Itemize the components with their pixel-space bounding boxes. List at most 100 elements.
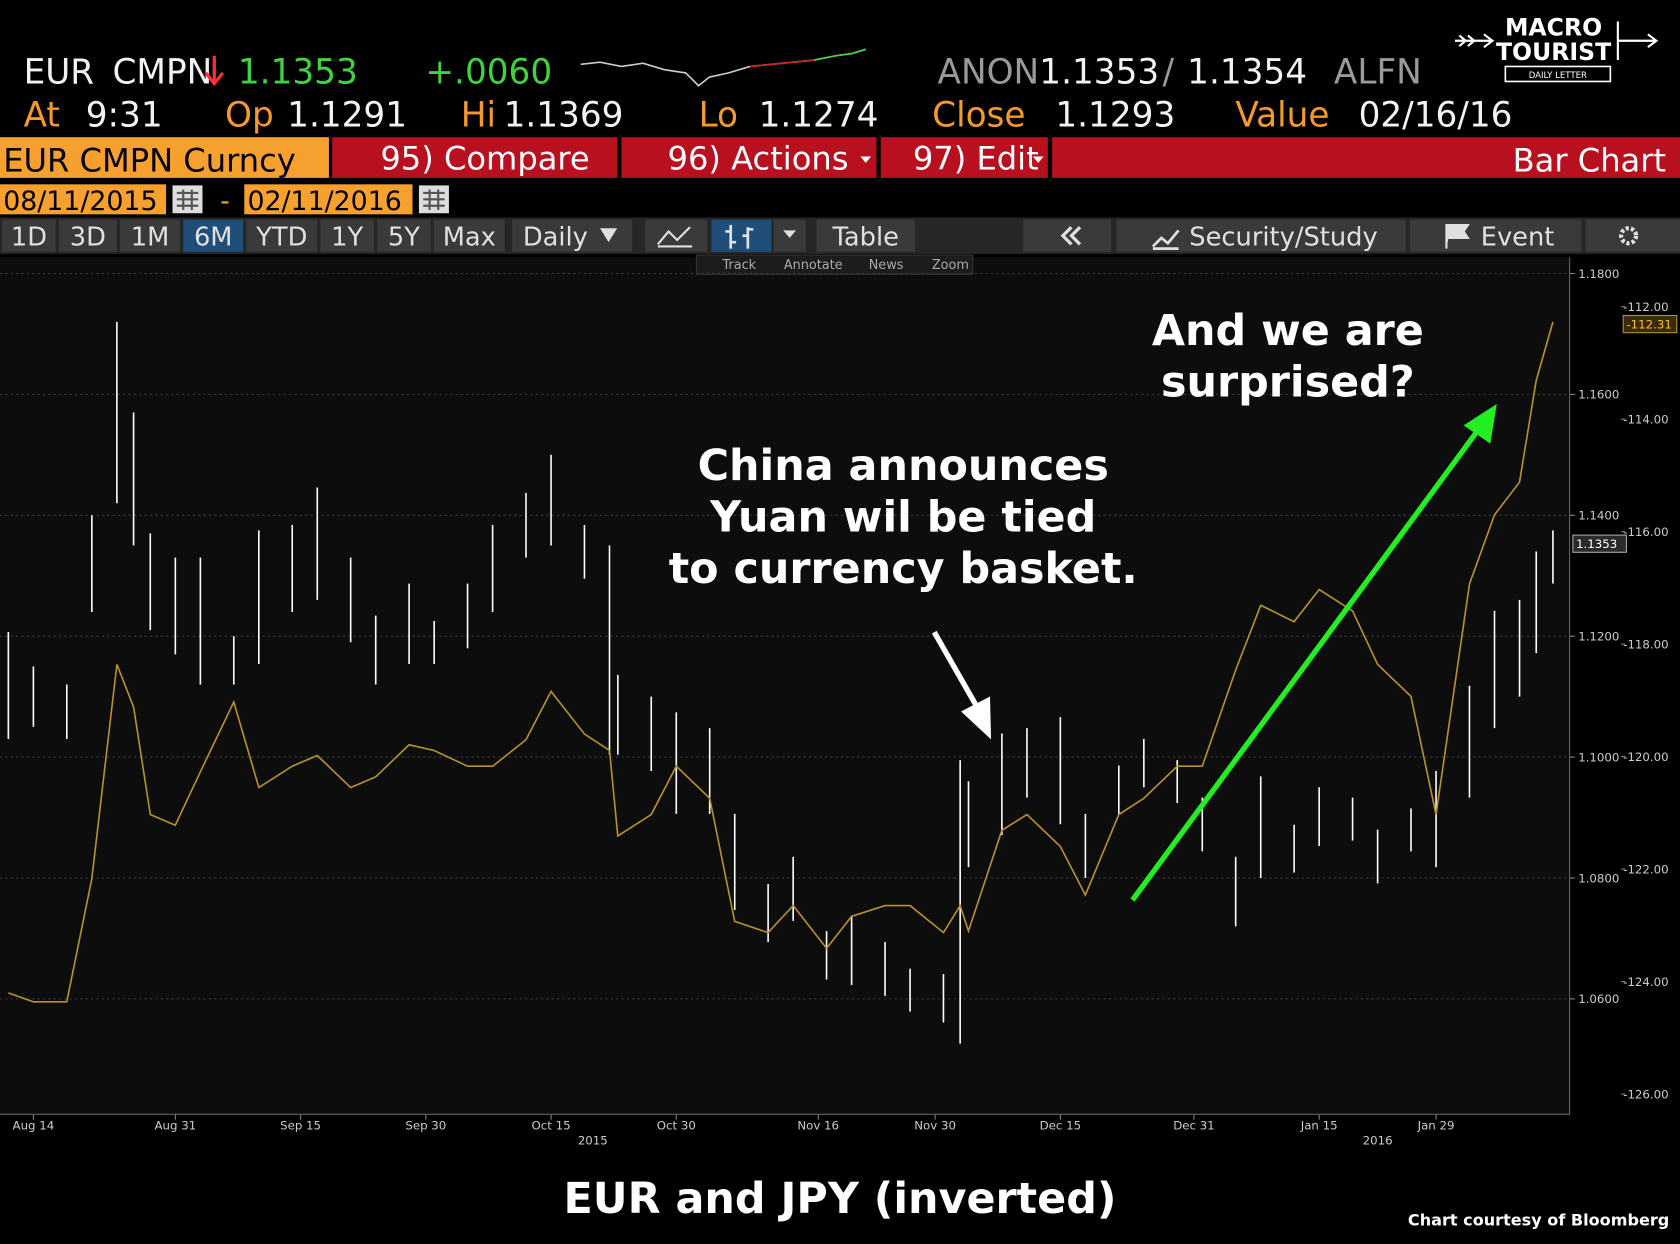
gear-icon <box>1618 226 1639 246</box>
range-tab[interactable]: 6M <box>194 222 233 252</box>
value: 1.1291 <box>287 95 407 135</box>
logo-box <box>1504 65 1612 83</box>
date-separator: - <box>220 186 230 217</box>
year-label: 2015 <box>578 1133 608 1147</box>
tool-label[interactable]: News <box>869 258 904 273</box>
button-label[interactable]: 97) Edit <box>913 139 1039 177</box>
logo-arrow <box>1616 21 1659 61</box>
y2-tick-label: -118.00 <box>1623 637 1668 651</box>
security: EUR <box>24 53 95 93</box>
tab[interactable] <box>58 219 117 252</box>
button[interactable] <box>621 137 877 178</box>
value: 1.1274 <box>759 95 879 135</box>
annotation: Yuan wil be tied <box>709 492 1096 542</box>
x-tick-label: Nov 30 <box>914 1118 956 1132</box>
tab[interactable] <box>433 219 505 252</box>
logo: MACRO TOURIST DAILY LETTER <box>1455 13 1659 83</box>
caption: EUR and JPY (inverted) <box>564 1174 1117 1224</box>
y2-tick-label: -120.00 <box>1623 750 1668 764</box>
last-value-tag <box>1622 315 1678 334</box>
annotation: to currency basket. <box>669 544 1138 594</box>
tab[interactable] <box>377 219 431 252</box>
tab[interactable] <box>1410 219 1582 252</box>
label: Op <box>225 95 274 135</box>
range-tab[interactable]: 1Y <box>331 222 363 252</box>
end-date[interactable]: 02/11/2016 <box>247 186 401 217</box>
plot-area <box>0 257 1570 1115</box>
line-icon <box>657 226 693 248</box>
range-tab[interactable]: 1M <box>131 222 170 252</box>
value: 1.1369 <box>504 95 624 135</box>
year-label: 2016 <box>1363 1133 1393 1147</box>
tool-label[interactable]: Zoom <box>932 258 969 273</box>
line-series <box>8 321 1554 1003</box>
y2-tick-label: -112.00 <box>1623 300 1668 314</box>
stats-line: At 9:31 Op 1.1291 Hi 1.1369 Lo 1.1274 Cl… <box>24 95 1513 135</box>
x-tick-label: Dec 15 <box>1040 1118 1081 1132</box>
range-tab[interactable]: YTD <box>255 222 307 252</box>
x-tick-label: Dec 31 <box>1173 1118 1214 1132</box>
logo-text: MACRO <box>1505 13 1602 41</box>
y-tick-label: 1.1600 <box>1578 388 1619 402</box>
x-tick-label: Aug 31 <box>154 1118 196 1132</box>
last-value-tag <box>1572 534 1627 553</box>
range-tab[interactable]: 3D <box>70 222 106 252</box>
sparkline-segment <box>814 48 866 61</box>
button[interactable] <box>332 137 618 178</box>
ask-source: ALFN <box>1334 53 1422 93</box>
label: Lo <box>699 95 738 135</box>
tab[interactable] <box>320 219 374 252</box>
x-tick-label: Nov 16 <box>797 1118 839 1132</box>
date-box[interactable] <box>0 184 167 215</box>
tab[interactable] <box>2 219 56 252</box>
button-label[interactable]: 95) Compare <box>380 139 589 177</box>
event-tab[interactable]: Event <box>1481 222 1555 252</box>
date-box[interactable] <box>244 184 413 215</box>
view-bar <box>1052 137 1680 178</box>
label: Close <box>932 95 1025 135</box>
start-date[interactable]: 08/11/2015 <box>3 186 157 217</box>
tab[interactable] <box>120 219 180 252</box>
tool-button[interactable] <box>711 219 772 252</box>
button-label[interactable]: 96) Actions <box>668 139 849 177</box>
y2-tick-label: -116.00 <box>1623 525 1668 539</box>
dropdown-icon[interactable] <box>783 230 797 238</box>
study-tab[interactable]: Security/Study <box>1189 222 1377 252</box>
x-tick-label: Aug 14 <box>13 1118 55 1132</box>
tab[interactable] <box>1116 219 1406 252</box>
logo-text: DAILY LETTER <box>1529 71 1587 81</box>
button[interactable] <box>880 137 1048 178</box>
y-tick-label: 1.0800 <box>1578 871 1619 885</box>
y-tick-label: 1.1000 <box>1578 750 1619 764</box>
x-tick-label: Sep 15 <box>280 1118 321 1132</box>
collapse-icon <box>1060 226 1082 246</box>
last-price: 1.1353 <box>238 53 358 93</box>
x-tick-label: Jan 15 <box>1300 1118 1338 1132</box>
label: Value <box>1235 95 1329 135</box>
tool-label[interactable]: Track <box>721 258 756 273</box>
annotation: surprised? <box>1161 357 1415 407</box>
bar-icon <box>725 225 754 249</box>
tab[interactable] <box>816 219 915 252</box>
tool-label[interactable]: Annotate <box>784 258 843 273</box>
y-tick-label: 1.1200 <box>1578 629 1619 643</box>
credit: Chart courtesy of Bloomberg <box>1408 1211 1669 1230</box>
annotation: And we are <box>1152 306 1424 356</box>
dropdown-icon[interactable] <box>600 228 618 243</box>
range-tab[interactable]: Max <box>443 222 496 252</box>
tool-button[interactable] <box>1023 219 1112 252</box>
tool-button[interactable] <box>1585 219 1680 252</box>
bid: 1.1353 <box>1039 53 1159 93</box>
table-tab[interactable]: Table <box>831 222 898 252</box>
tab[interactable] <box>246 219 318 252</box>
y-tick-label: 1.1400 <box>1578 509 1619 523</box>
y-tick-label: 1.1800 <box>1578 267 1619 281</box>
tab[interactable] <box>183 219 244 252</box>
sparkline-segment <box>749 59 815 68</box>
y2-tick-label: -126.00 <box>1623 1087 1668 1101</box>
calendar-grid <box>423 189 445 211</box>
frequency[interactable]: Daily <box>523 222 588 252</box>
range-tab[interactable]: 1D <box>11 222 47 252</box>
range-tab[interactable]: 5Y <box>388 222 420 252</box>
